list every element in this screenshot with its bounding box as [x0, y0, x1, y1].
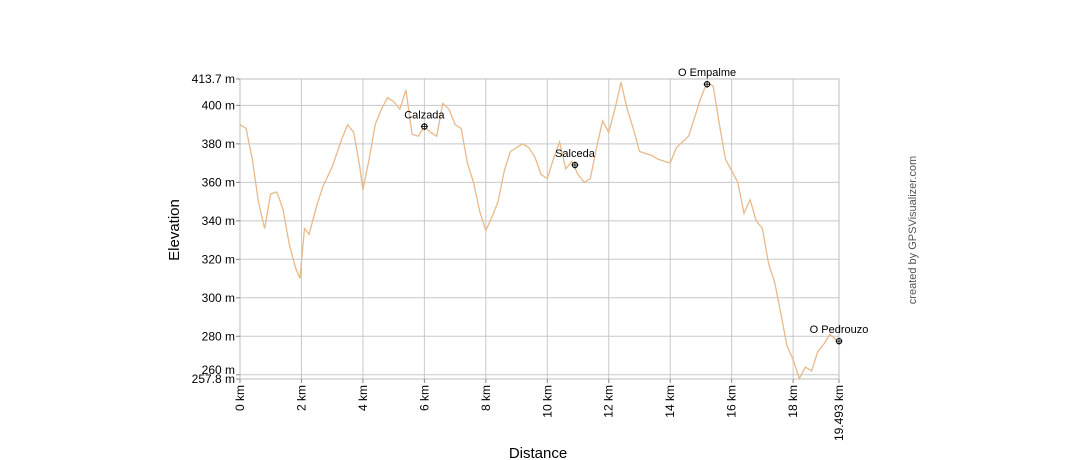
x-axis-ticks: 0 km 2 km 4 km 6 km 8 km 10 km 12 km 14 km 16 km… — [233, 379, 846, 441]
waypoint-marker: O Pedrouzo — [810, 324, 869, 345]
waypoint-marker: O Empalme — [678, 67, 736, 88]
y-tick-label: 280 m — [202, 329, 235, 343]
x-tick-label: 0 km — [233, 385, 247, 411]
y-tick-label: 257.8 m — [192, 372, 235, 386]
x-tick-label: 14 km — [663, 385, 677, 418]
waypoint-label: Calzada — [404, 110, 445, 122]
x-tick-label: 19.493 km — [832, 385, 846, 441]
y-tick-label: 260 m — [202, 363, 235, 377]
waypoint-label: O Pedrouzo — [810, 324, 869, 336]
plot-area-frame — [239, 78, 840, 380]
x-tick-label: 16 km — [725, 385, 739, 418]
y-axis-title: Elevation — [166, 199, 183, 261]
x-tick-label: 12 km — [602, 385, 616, 418]
x-tick-label: 2 km — [294, 385, 308, 411]
waypoint-label: O Empalme — [678, 67, 736, 79]
y-tick-label: 413.7 m — [192, 72, 235, 86]
y-tick-label: 360 m — [202, 175, 235, 189]
y-tick-label: 320 m — [202, 252, 235, 266]
waypoint-label: Salceda — [555, 148, 596, 160]
chart-grid — [239, 78, 840, 380]
x-tick-label: 18 km — [786, 385, 800, 418]
elevation-series-line — [239, 81, 840, 381]
waypoint-marker: Salceda — [555, 148, 596, 169]
y-tick-label: 400 m — [202, 98, 235, 112]
waypoint-marker: Calzada — [404, 110, 445, 131]
y-tick-label: 380 m — [202, 137, 235, 151]
y-tick-label: 300 m — [202, 291, 235, 305]
credit-text: created by GPSVisualizer.com — [907, 156, 919, 304]
y-tick-label: 340 m — [202, 214, 235, 228]
x-tick-label: 8 km — [479, 385, 493, 411]
x-tick-label: 10 km — [540, 385, 554, 418]
waypoint-markers: Calzada Salceda O Empalme O Pedrouzo — [404, 67, 869, 345]
x-tick-label: 4 km — [356, 385, 370, 411]
x-tick-label: 6 km — [417, 385, 431, 411]
x-axis-title: Distance — [509, 445, 567, 460]
